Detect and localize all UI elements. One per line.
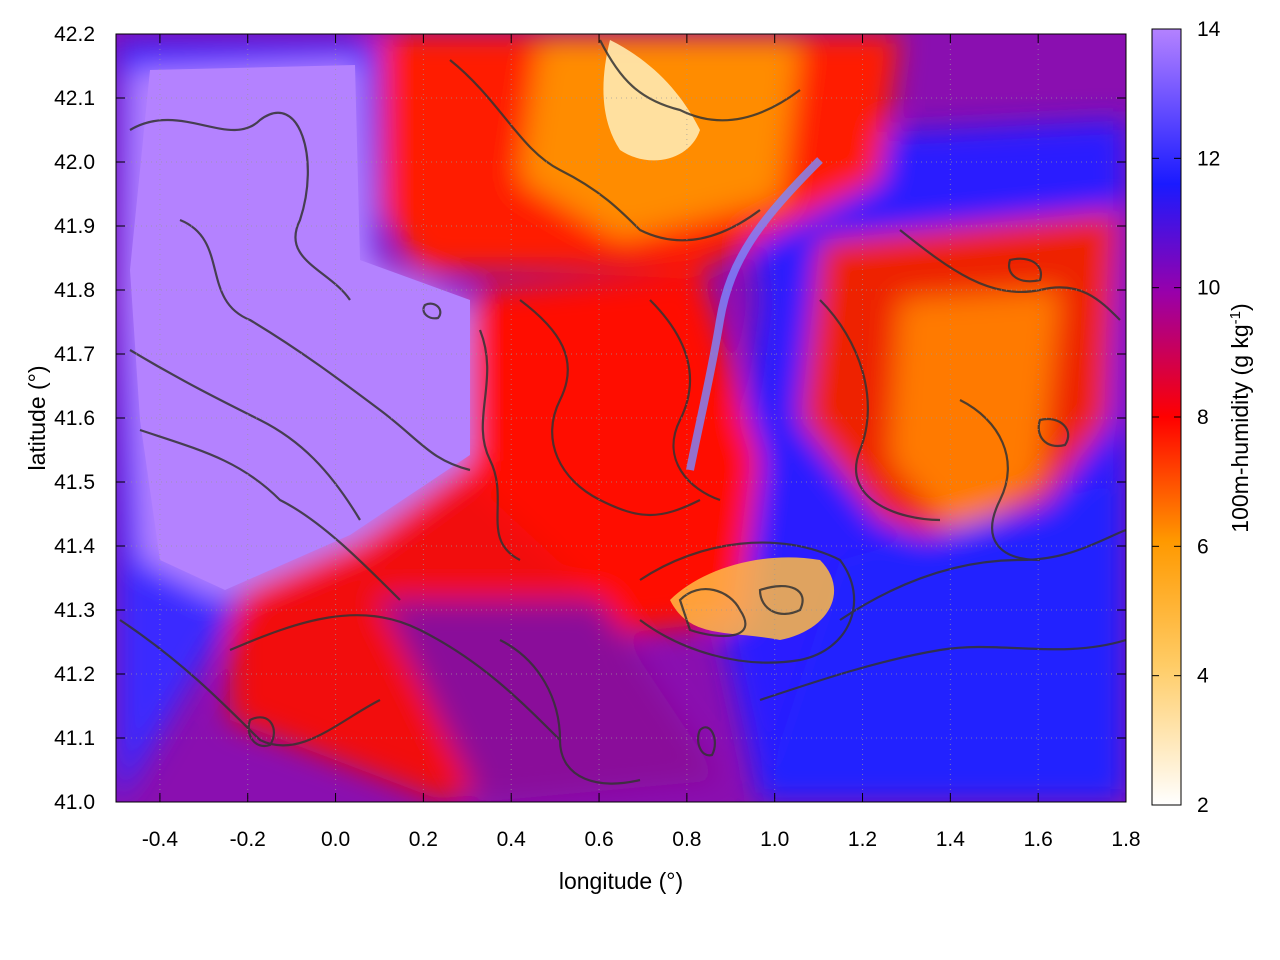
contour-line [179,218,471,472]
contour-line [129,111,351,301]
contour-line [478,329,521,561]
contour-line [839,528,1126,621]
y-tick-label: 41.3 [54,599,95,622]
colorbar-ticks: 2 4 6 8 10 12 14 [1152,18,1221,817]
colorbar-tick-label: 4 [1197,665,1209,688]
contour-line [678,588,747,638]
y-tick-label: 42.1 [54,87,95,110]
contour-line [758,585,804,615]
x-tick-label: 0.8 [672,828,701,851]
contour-line [499,639,641,785]
contour-line [229,614,561,741]
contour-line [639,541,856,664]
colorbar-tick-label: 2 [1197,794,1209,817]
contour-line [819,299,941,522]
y-tick-label: 42.0 [54,151,95,174]
contour-line [422,302,442,320]
region-river-channel [686,157,823,471]
y-tick-label: 41.2 [54,663,95,686]
y-axis-title: latitude (°) [24,365,50,470]
colorbar-tick-label: 6 [1197,535,1209,558]
colorbar-tick-label: 8 [1197,406,1209,429]
x-tick-label: -0.2 [230,828,266,851]
region-moist-northwest-core [130,65,470,590]
contour-line [959,399,1041,562]
x-tick-label: 0.4 [497,828,527,851]
region-southwest-purple [380,600,720,802]
contour-line [449,59,761,242]
contour-line [899,229,1121,321]
y-tick-label: 41.6 [54,407,95,430]
x-tick-label: -0.4 [142,828,179,851]
x-tick-label: 1.4 [936,828,966,851]
x-axis-ticks: -0.4 -0.2 0.0 0.2 0.4 0.6 0.8 1.0 1.2 1.4 1.6 1.8 [142,34,1141,851]
region-dry-valley-core [670,557,835,640]
contour-line [129,349,361,521]
x-tick-label: 1.6 [1024,828,1053,851]
colorbar-tick-label: 14 [1197,18,1221,41]
x-tick-label: 0.0 [321,828,350,851]
y-tick-label: 41.7 [54,343,95,366]
colorbar-tick-label: 12 [1197,147,1220,170]
y-tick-label: 41.4 [54,535,95,558]
contour-line [599,39,801,122]
y-tick-label: 41.1 [54,727,95,750]
grid-lines [116,33,1127,803]
y-tick-label: 41.5 [54,471,95,494]
contour-line [696,726,717,757]
terrain-contours [119,39,1126,785]
region-eastern-orange [890,290,1060,540]
x-axis-title: longitude (°) [559,868,683,894]
contour-line [247,716,276,748]
y-tick-label: 41.8 [54,279,95,302]
contour-line [649,299,721,502]
x-tick-label: 1.8 [1111,828,1140,851]
x-tick-label: 1.0 [760,828,789,851]
contour-line [1037,417,1070,448]
heatmap-field [116,34,1126,802]
colorbar-tick-label: 10 [1197,277,1220,300]
y-tick-label: 41.0 [54,791,95,814]
colorbar-title: 100m-humidity (g kg-1) [1227,303,1253,532]
contour-line [1007,257,1043,283]
x-tick-label: 0.6 [584,828,613,851]
colorbar-title-superscript: -1 [1227,311,1244,324]
contour-line [519,299,701,516]
x-tick-label: 0.2 [409,828,438,851]
y-tick-label: 42.2 [54,23,95,46]
x-tick-label: 1.2 [848,828,877,851]
contour-line [139,428,401,601]
y-axis-ticks: 41.0 41.1 41.2 41.3 41.4 41.5 41.6 41.7 41.8 41.9… [54,23,1126,814]
contour-line [759,638,1126,702]
contour-line [119,619,381,747]
y-tick-label: 41.9 [54,215,95,238]
